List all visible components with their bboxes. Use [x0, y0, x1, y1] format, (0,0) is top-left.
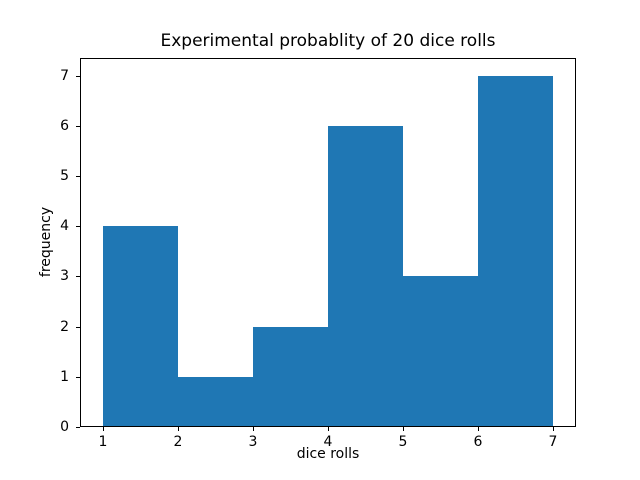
- x-tick-mark: [328, 427, 329, 431]
- histogram-bar: [478, 76, 553, 427]
- x-tick-label: 3: [248, 434, 258, 450]
- x-tick-mark: [553, 427, 554, 431]
- x-tick-label: 1: [98, 434, 108, 450]
- y-tick-label: 7: [60, 68, 69, 84]
- x-tick-mark: [103, 427, 104, 431]
- y-tick-mark: [76, 76, 80, 77]
- x-tick-mark: [253, 427, 254, 431]
- chart-title: Experimental probablity of 20 dice rolls: [160, 31, 496, 51]
- x-tick-label: 7: [548, 434, 558, 450]
- x-tick-mark: [178, 427, 179, 431]
- x-axis-label: dice rolls: [296, 446, 360, 462]
- x-tick-label: 2: [173, 434, 183, 450]
- y-tick-mark: [76, 427, 80, 428]
- y-tick-mark: [76, 377, 80, 378]
- y-tick-mark: [76, 327, 80, 328]
- y-tick-label: 1: [60, 369, 69, 385]
- y-tick-label: 5: [60, 168, 69, 184]
- y-tick-mark: [76, 276, 80, 277]
- y-tick-mark: [76, 176, 80, 177]
- x-tick-mark: [403, 427, 404, 431]
- y-tick-label: 0: [60, 419, 69, 435]
- histogram-bar: [403, 276, 478, 427]
- y-tick-label: 3: [60, 268, 69, 284]
- y-axis-label: frequency: [38, 206, 54, 278]
- histogram-bar: [253, 327, 328, 427]
- y-tick-label: 6: [60, 118, 69, 134]
- x-tick-label: 6: [473, 434, 483, 450]
- bars-layer: [80, 58, 576, 427]
- histogram-bar: [178, 377, 253, 427]
- y-tick-label: 2: [60, 319, 69, 335]
- y-tick-mark: [76, 126, 80, 127]
- x-tick-mark: [478, 427, 479, 431]
- x-tick-label: 4: [323, 434, 333, 450]
- y-tick-mark: [76, 226, 80, 227]
- x-tick-label: 5: [398, 434, 408, 450]
- histogram-bar: [328, 126, 403, 427]
- histogram-bar: [103, 226, 178, 427]
- y-tick-label: 4: [60, 218, 69, 234]
